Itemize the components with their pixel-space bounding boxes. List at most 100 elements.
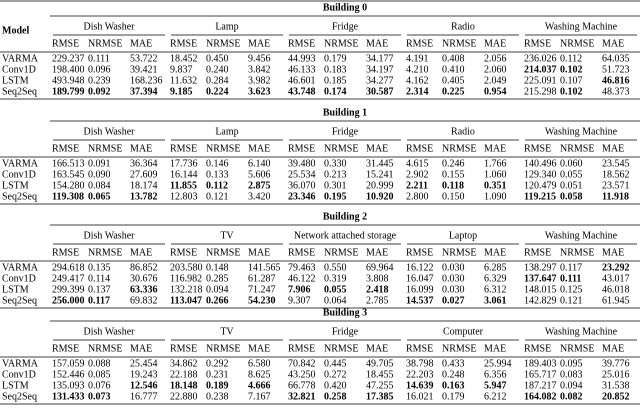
cell: 229.237 bbox=[52, 53, 85, 64]
cell: 0.083 bbox=[560, 369, 583, 380]
cell: 0.319 bbox=[324, 273, 347, 284]
model-header: Model bbox=[2, 25, 29, 36]
cell: 16.777 bbox=[130, 391, 158, 402]
cell: 236.026 bbox=[524, 53, 557, 64]
cell: 166.513 bbox=[52, 158, 85, 169]
cell: 30.587 bbox=[366, 86, 394, 97]
cell: 64.035 bbox=[602, 53, 630, 64]
cell: 7.906 bbox=[288, 284, 311, 295]
model-name: LSTM bbox=[2, 180, 29, 191]
metric-header: NRMSE bbox=[442, 247, 476, 258]
building-title: Building 0 bbox=[323, 2, 367, 13]
cell: 43.017 bbox=[602, 273, 630, 284]
cell: 0.266 bbox=[206, 295, 229, 306]
cell: 493.948 bbox=[52, 75, 85, 86]
metric-header: MAE bbox=[484, 143, 506, 154]
model-name: Conv1D bbox=[2, 273, 36, 284]
cell: 164.082 bbox=[524, 391, 557, 402]
cell: 17.385 bbox=[366, 391, 394, 402]
cell: 86.852 bbox=[130, 262, 158, 273]
cell: 0.550 bbox=[324, 262, 347, 273]
metric-header: RMSE bbox=[288, 247, 315, 258]
model-name: Seq2Seq bbox=[2, 295, 37, 306]
model-name: VARMA bbox=[2, 262, 39, 273]
cell: 46.122 bbox=[288, 273, 316, 284]
cell: 39.480 bbox=[288, 158, 316, 169]
cell: 36.364 bbox=[130, 158, 158, 169]
cell: 116.982 bbox=[170, 273, 202, 284]
cell: 0.092 bbox=[88, 86, 111, 97]
metric-header: MAE bbox=[248, 38, 270, 49]
metric-header: NRMSE bbox=[324, 247, 358, 258]
cell: 17.736 bbox=[170, 158, 198, 169]
metric-header: RMSE bbox=[406, 247, 433, 258]
metric-header: NRMSE bbox=[324, 343, 358, 354]
metric-header: NRMSE bbox=[206, 38, 240, 49]
cell: 0.450 bbox=[206, 53, 229, 64]
cell: 0.102 bbox=[560, 64, 583, 75]
metric-header: RMSE bbox=[288, 38, 315, 49]
cell: 16.021 bbox=[406, 391, 434, 402]
cell: 9.307 bbox=[288, 295, 311, 306]
cell: 0.111 bbox=[88, 53, 110, 64]
cell: 27.609 bbox=[130, 169, 158, 180]
metric-header: NRMSE bbox=[206, 247, 240, 258]
cell: 18.452 bbox=[170, 53, 198, 64]
cell: 225.091 bbox=[524, 75, 557, 86]
cell: 4.615 bbox=[406, 158, 429, 169]
metric-header: RMSE bbox=[524, 143, 551, 154]
cell: 39.421 bbox=[130, 64, 158, 75]
building-title: Building 2 bbox=[323, 211, 367, 222]
cell: 6.212 bbox=[484, 391, 507, 402]
cell: 31.538 bbox=[602, 380, 630, 391]
cell: 32.821 bbox=[288, 391, 316, 402]
metric-header: MAE bbox=[602, 343, 624, 354]
cell: 47.255 bbox=[366, 380, 394, 391]
cell: 0.224 bbox=[206, 86, 229, 97]
cell: 0.030 bbox=[442, 262, 465, 273]
cell: 0.408 bbox=[442, 53, 465, 64]
cell: 0.163 bbox=[442, 380, 465, 391]
cell: 138.297 bbox=[524, 262, 557, 273]
cell: 0.146 bbox=[206, 158, 229, 169]
cell: 18.562 bbox=[602, 169, 630, 180]
cell: 0.051 bbox=[560, 180, 583, 191]
cell: 39.776 bbox=[602, 358, 630, 369]
metric-header: MAE bbox=[602, 38, 624, 49]
metric-header: RMSE bbox=[524, 247, 551, 258]
cell: 3.842 bbox=[248, 64, 271, 75]
cell: 0.112 bbox=[560, 53, 582, 64]
building-title: Building 3 bbox=[323, 307, 367, 318]
cell: 2.211 bbox=[406, 180, 428, 191]
cell: 43.250 bbox=[288, 369, 316, 380]
model-name: VARMA bbox=[2, 358, 39, 369]
cell: 2.875 bbox=[248, 180, 271, 191]
cell: 2.060 bbox=[484, 64, 507, 75]
metric-header: NRMSE bbox=[324, 143, 358, 154]
cell: 0.121 bbox=[206, 191, 229, 202]
cell: 13.782 bbox=[130, 191, 158, 202]
cell: 0.301 bbox=[324, 180, 347, 191]
model-name: Seq2Seq bbox=[2, 191, 37, 202]
cell: 1.090 bbox=[484, 191, 507, 202]
cell: 6.356 bbox=[484, 369, 507, 380]
cell: 0.095 bbox=[560, 358, 583, 369]
cell: 0.055 bbox=[560, 169, 583, 180]
group-header: Washing Machine bbox=[545, 230, 618, 241]
model-name: LSTM bbox=[2, 284, 29, 295]
cell: 0.030 bbox=[442, 284, 465, 295]
cell: 66.778 bbox=[288, 380, 316, 391]
cell: 9.837 bbox=[170, 64, 193, 75]
cell: 0.135 bbox=[88, 262, 111, 273]
cell: 0.148 bbox=[206, 262, 229, 273]
cell: 0.225 bbox=[442, 86, 465, 97]
cell: 0.330 bbox=[324, 158, 347, 169]
cell: 0.174 bbox=[324, 86, 347, 97]
group-header: Washing Machine bbox=[545, 21, 618, 32]
metric-header: RMSE bbox=[524, 38, 551, 49]
metric-header: NRMSE bbox=[442, 143, 476, 154]
metric-header: MAE bbox=[484, 38, 506, 49]
cell: 25.454 bbox=[130, 358, 158, 369]
cell: 22.188 bbox=[170, 369, 198, 380]
group-header: Dish Washer bbox=[84, 126, 136, 137]
